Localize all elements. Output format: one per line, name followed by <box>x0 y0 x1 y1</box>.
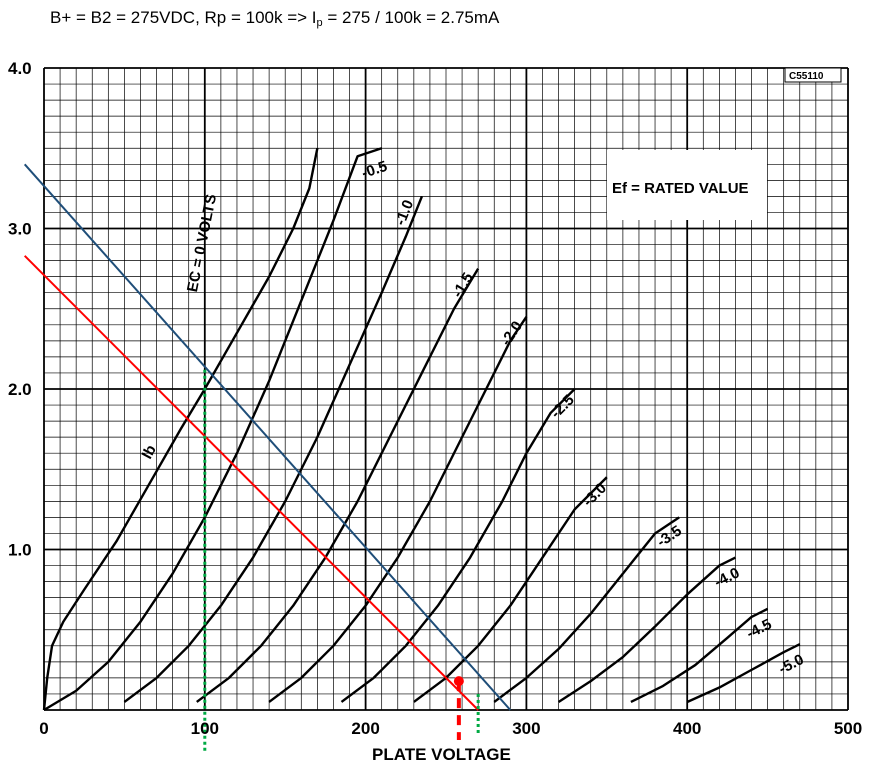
formula-text-part2: = 275 / 100k = 2.75mA <box>322 8 500 27</box>
grid-curve-5 <box>340 388 576 703</box>
formula-text-part1: B+ = B2 = 275VDC, Rp = 100k => I <box>50 8 317 27</box>
grid-curve-label-6: -3.0 <box>580 480 610 510</box>
corner-code-text: C55110 <box>789 71 824 82</box>
formula-header: B+ = B2 = 275VDC, Rp = 100k => Ip = 275 … <box>50 8 499 29</box>
x-tick-label: 300 <box>512 719 540 738</box>
load-lines <box>23 163 512 711</box>
grid-curve-label-0: EC = 0 VOLTS <box>184 193 220 294</box>
y-tick-label: 2.0 <box>8 380 32 399</box>
grid-curve-label-5: -2.5 <box>547 392 577 422</box>
load-line-0 <box>23 163 512 711</box>
y-tick-label: 3.0 <box>8 220 32 239</box>
marker-layer <box>203 369 480 752</box>
x-axis-label: PLATE VOLTAGE <box>372 745 511 764</box>
ef-box <box>607 150 767 220</box>
tick-labels: 0 100 200 300 400 500 1.0 2.0 3.0 4.0 <box>8 59 862 738</box>
grid-curve-label-2: -1.0 <box>392 198 417 228</box>
x-tick-label: 500 <box>834 719 862 738</box>
corner-code-box <box>784 67 842 83</box>
x-tick-label: 100 <box>191 719 219 738</box>
grid-curve-label-1: -0.5 <box>360 158 390 182</box>
grid-curve-8 <box>557 556 736 703</box>
x-tick-label: 200 <box>351 719 379 738</box>
grid-curve-2 <box>123 195 423 703</box>
grid-curve-1 <box>43 147 383 712</box>
operating-point <box>453 676 464 687</box>
ef-box-text: Ef = RATED VALUE <box>612 180 749 197</box>
y-tick-label: 1.0 <box>8 541 32 560</box>
x-tick-label: 0 <box>39 719 48 738</box>
grid-curve-label-3: -1.5 <box>449 270 477 301</box>
grid-curve-label-7: -3.5 <box>654 522 685 550</box>
grid-curve-9 <box>630 607 769 704</box>
grid-curve-0 <box>42 148 319 711</box>
grid-curve-3 <box>196 268 480 703</box>
x-tick-label: 400 <box>673 719 701 738</box>
formula-subscript: p <box>316 17 323 29</box>
grid-curve-7 <box>493 516 680 703</box>
grid-curve-10 <box>686 643 801 704</box>
load-line-1 <box>23 255 479 711</box>
y-tick-label: 4.0 <box>8 59 32 78</box>
grid-curves: EC = 0 VOLTS-0.5-1.0-1.5-2.0-2.5-3.0-3.5… <box>42 147 807 712</box>
grid-curve-4 <box>268 316 528 703</box>
